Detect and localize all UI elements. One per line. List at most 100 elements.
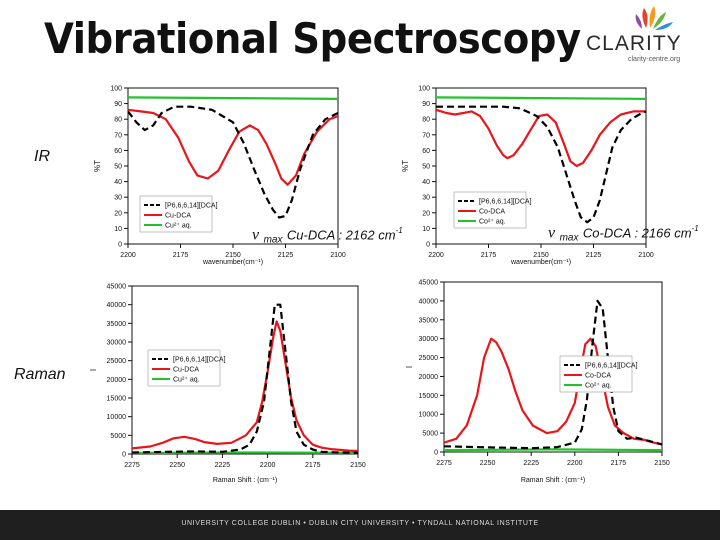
x-axis-label: Raman Shift : (cm⁻¹) (521, 477, 585, 484)
slide-title: Vibrational Spectroscopy (44, 14, 581, 63)
y-tick-label: 60 (422, 148, 430, 155)
plot-frame (131, 285, 359, 455)
y-axis-label: I (89, 369, 98, 371)
ir-cu-chart: 2200 2175 2150 2125 2100 0 10 20 30 40 50 60 70 80 90 1… (93, 86, 346, 267)
annotation-cu-unit-exp: -1 (395, 226, 403, 235)
x-tick-label: 2150 (350, 462, 366, 469)
legend-entry-2: Cu²⁺ aq. (173, 377, 200, 384)
y-tick-label: 50 (114, 164, 122, 171)
annotation-co-unit-exp: -1 (691, 224, 699, 233)
y-axis-label: I (405, 366, 414, 368)
y-tick-label: 40000 (107, 302, 127, 309)
legend-entry-2: Co²⁺ aq. (479, 219, 506, 226)
y-tick-label: 35000 (107, 321, 127, 328)
y-tick-label: 30000 (107, 340, 127, 347)
legend-entry-1: Co-DCA (479, 209, 505, 216)
y-axis-label: %T (401, 160, 410, 172)
series-line-2 (436, 96, 646, 100)
series-line-2 (128, 96, 338, 100)
y-tick-label: 40000 (419, 298, 439, 305)
y-tick-label: 20000 (107, 377, 127, 384)
series-line-0 (436, 105, 646, 224)
raman-co-chart: 2275 2250 2225 2200 2175 2150 0 5000 10000 15000 2… (405, 280, 670, 485)
footer-bar: UNIVERSITY COLLEGE DUBLIN • DUBLIN CITY … (0, 510, 720, 540)
series-line-2 (444, 448, 662, 452)
legend-entry-1: Co-DCA (585, 373, 611, 380)
y-tick-label: 50 (422, 164, 430, 171)
annotation-co-subscript: max (559, 232, 579, 244)
y-tick-label: 5000 (422, 431, 438, 438)
x-tick-label: 2250 (169, 462, 185, 469)
logo-wordmark: CLARITY (586, 32, 682, 55)
raman-label: Raman (14, 366, 66, 383)
y-tick-label: 80 (114, 117, 122, 124)
y-axis-label: %T (93, 160, 102, 172)
y-tick-label: 15000 (107, 396, 127, 403)
series-line-1 (132, 320, 358, 453)
x-tick-label: 2150 (533, 252, 549, 259)
logo-tagline: clarity-centre.org (628, 56, 681, 63)
y-tick-label: 90 (422, 101, 430, 108)
y-tick-label: 30 (422, 195, 430, 202)
y-tick-label: 10000 (419, 412, 439, 419)
x-tick-label: 2175 (305, 462, 321, 469)
y-tick-label: 90 (114, 101, 122, 108)
x-tick-label: 2225 (215, 462, 231, 469)
footer-institutions: UNIVERSITY COLLEGE DUBLIN • DUBLIN CITY … (181, 520, 539, 527)
y-tick-label: 80 (422, 117, 430, 124)
y-tick-label: 100 (110, 86, 122, 93)
x-tick-label: 2125 (586, 252, 602, 259)
y-tick-label: 25000 (419, 355, 439, 362)
logo-mark (635, 6, 673, 30)
y-tick-label: 10 (114, 226, 122, 233)
y-tick-label: 100 (418, 86, 430, 93)
legend-entry-2: Co²⁺ aq. (585, 383, 612, 390)
annotation-cu-text: Cu-DCA : 2162 cm (286, 227, 396, 243)
x-tick-label: 2200 (260, 462, 276, 469)
x-axis-label: wavenumber(cm⁻¹) (510, 259, 571, 266)
y-tick-label: 30000 (419, 336, 439, 343)
y-tick-label: 0 (118, 242, 122, 249)
annotation-cu-symbol: v (252, 226, 260, 244)
series-line-0 (444, 299, 662, 450)
x-tick-label: 2250 (480, 460, 496, 467)
annotation-cu: v max Cu-DCA : 2162 cm-1 (252, 226, 403, 245)
legend-entry-1: Cu-DCA (173, 367, 199, 374)
annotation-cu-subscript: max (263, 234, 283, 246)
ir-co-chart: 2200 2175 2150 2125 2100 0 10 20 30 40 50 60 70 80 90 1… (401, 86, 654, 267)
x-tick-label: 2200 (428, 252, 444, 259)
y-tick-label: 60 (114, 148, 122, 155)
y-tick-label: 10000 (107, 414, 127, 421)
y-tick-label: 0 (426, 242, 430, 249)
clarity-logo: CLARITY clarity-centre.org (578, 4, 698, 70)
series-line-0 (128, 105, 338, 219)
legend-entry-0: [P6,6,6,14][DCA] (585, 363, 638, 370)
x-tick-label: 2200 (567, 460, 583, 467)
x-tick-label: 2175 (173, 252, 189, 259)
y-tick-label: 45000 (107, 284, 127, 291)
y-tick-label: 5000 (110, 433, 126, 440)
y-tick-label: 70 (422, 132, 430, 139)
y-tick-label: 20000 (419, 374, 439, 381)
y-tick-label: 40 (422, 179, 430, 186)
y-tick-label: 20 (422, 210, 430, 217)
y-tick-label: 20 (114, 210, 122, 217)
x-axis-label: Raman Shift : (cm⁻¹) (213, 477, 277, 484)
plot-frame (443, 281, 663, 453)
y-tick-label: 70 (114, 132, 122, 139)
x-tick-label: 2100 (330, 252, 346, 259)
x-tick-label: 2225 (523, 460, 539, 467)
series-line-1 (444, 337, 662, 446)
legend-entry-0: [P6,6,6,14][DCA] (165, 203, 218, 210)
y-tick-label: 10 (422, 226, 430, 233)
x-axis-label: wavenumber(cm⁻¹) (202, 259, 263, 266)
x-tick-label: 2125 (278, 252, 294, 259)
legend-entry-0: [P6,6,6,14][DCA] (173, 357, 226, 364)
y-tick-label: 0 (122, 452, 126, 459)
y-tick-label: 25000 (107, 358, 127, 365)
annotation-co: v max Co-DCA : 2166 cm-1 (548, 224, 699, 243)
x-tick-label: 2175 (611, 460, 627, 467)
series-line-1 (128, 108, 338, 186)
legend-entry-2: Cu²⁺ aq. (165, 223, 192, 230)
y-tick-label: 40 (114, 179, 122, 186)
